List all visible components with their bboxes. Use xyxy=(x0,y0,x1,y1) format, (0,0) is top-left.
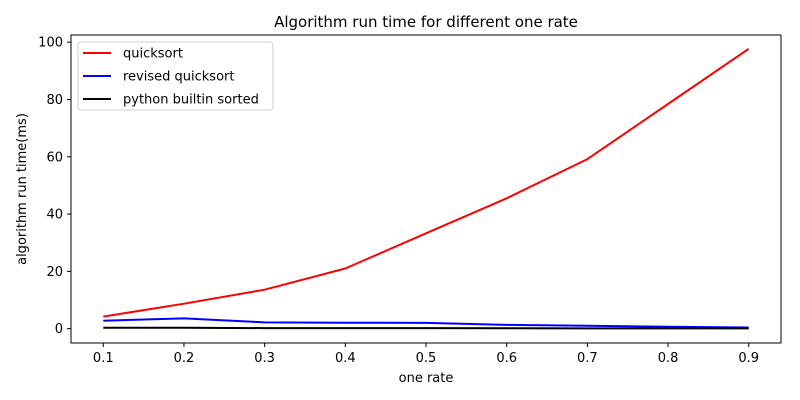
x-tick-label: 0.6 xyxy=(496,351,517,366)
series-line-0 xyxy=(103,47,750,318)
y-tick-label: 0 xyxy=(55,322,63,337)
x-axis-ticks: 0.1 0.2 0.3 0.4 0.5 0.6 0.7 0.8 0.9 xyxy=(93,343,759,366)
x-tick-label: 0.9 xyxy=(738,351,759,366)
chart-title: Algorithm run time for different one rat… xyxy=(274,13,578,31)
legend-label-1: revised quicksort xyxy=(123,70,234,85)
x-tick-label: 0.5 xyxy=(416,351,437,366)
x-tick-label: 0.2 xyxy=(174,351,195,366)
series-line-1 xyxy=(103,317,749,329)
legend: quicksort revised quicksort python builtin… xyxy=(77,41,274,111)
x-tick-label: 0.1 xyxy=(93,351,114,366)
series-line-2 xyxy=(103,326,749,330)
x-axis-label: one rate xyxy=(399,371,454,386)
y-tick-label: 60 xyxy=(46,150,63,165)
series-layer xyxy=(103,47,750,330)
y-tick-label: 80 xyxy=(46,93,63,108)
legend-label-2: python builtin sorted xyxy=(123,93,259,108)
x-tick-label: 0.3 xyxy=(254,351,275,366)
x-tick-label: 0.7 xyxy=(577,351,598,366)
y-axis-label: algorithm run time(ms) xyxy=(15,113,30,265)
y-axis-ticks: 0 20 40 60 80 100 xyxy=(38,36,71,337)
y-tick-label: 100 xyxy=(38,36,63,51)
y-tick-label: 40 xyxy=(46,208,63,223)
legend-box xyxy=(77,41,274,111)
legend-label-0: quicksort xyxy=(123,47,183,62)
y-tick-label: 20 xyxy=(46,265,63,280)
x-tick-label: 0.4 xyxy=(335,351,356,366)
x-tick-label: 0.8 xyxy=(658,351,679,366)
